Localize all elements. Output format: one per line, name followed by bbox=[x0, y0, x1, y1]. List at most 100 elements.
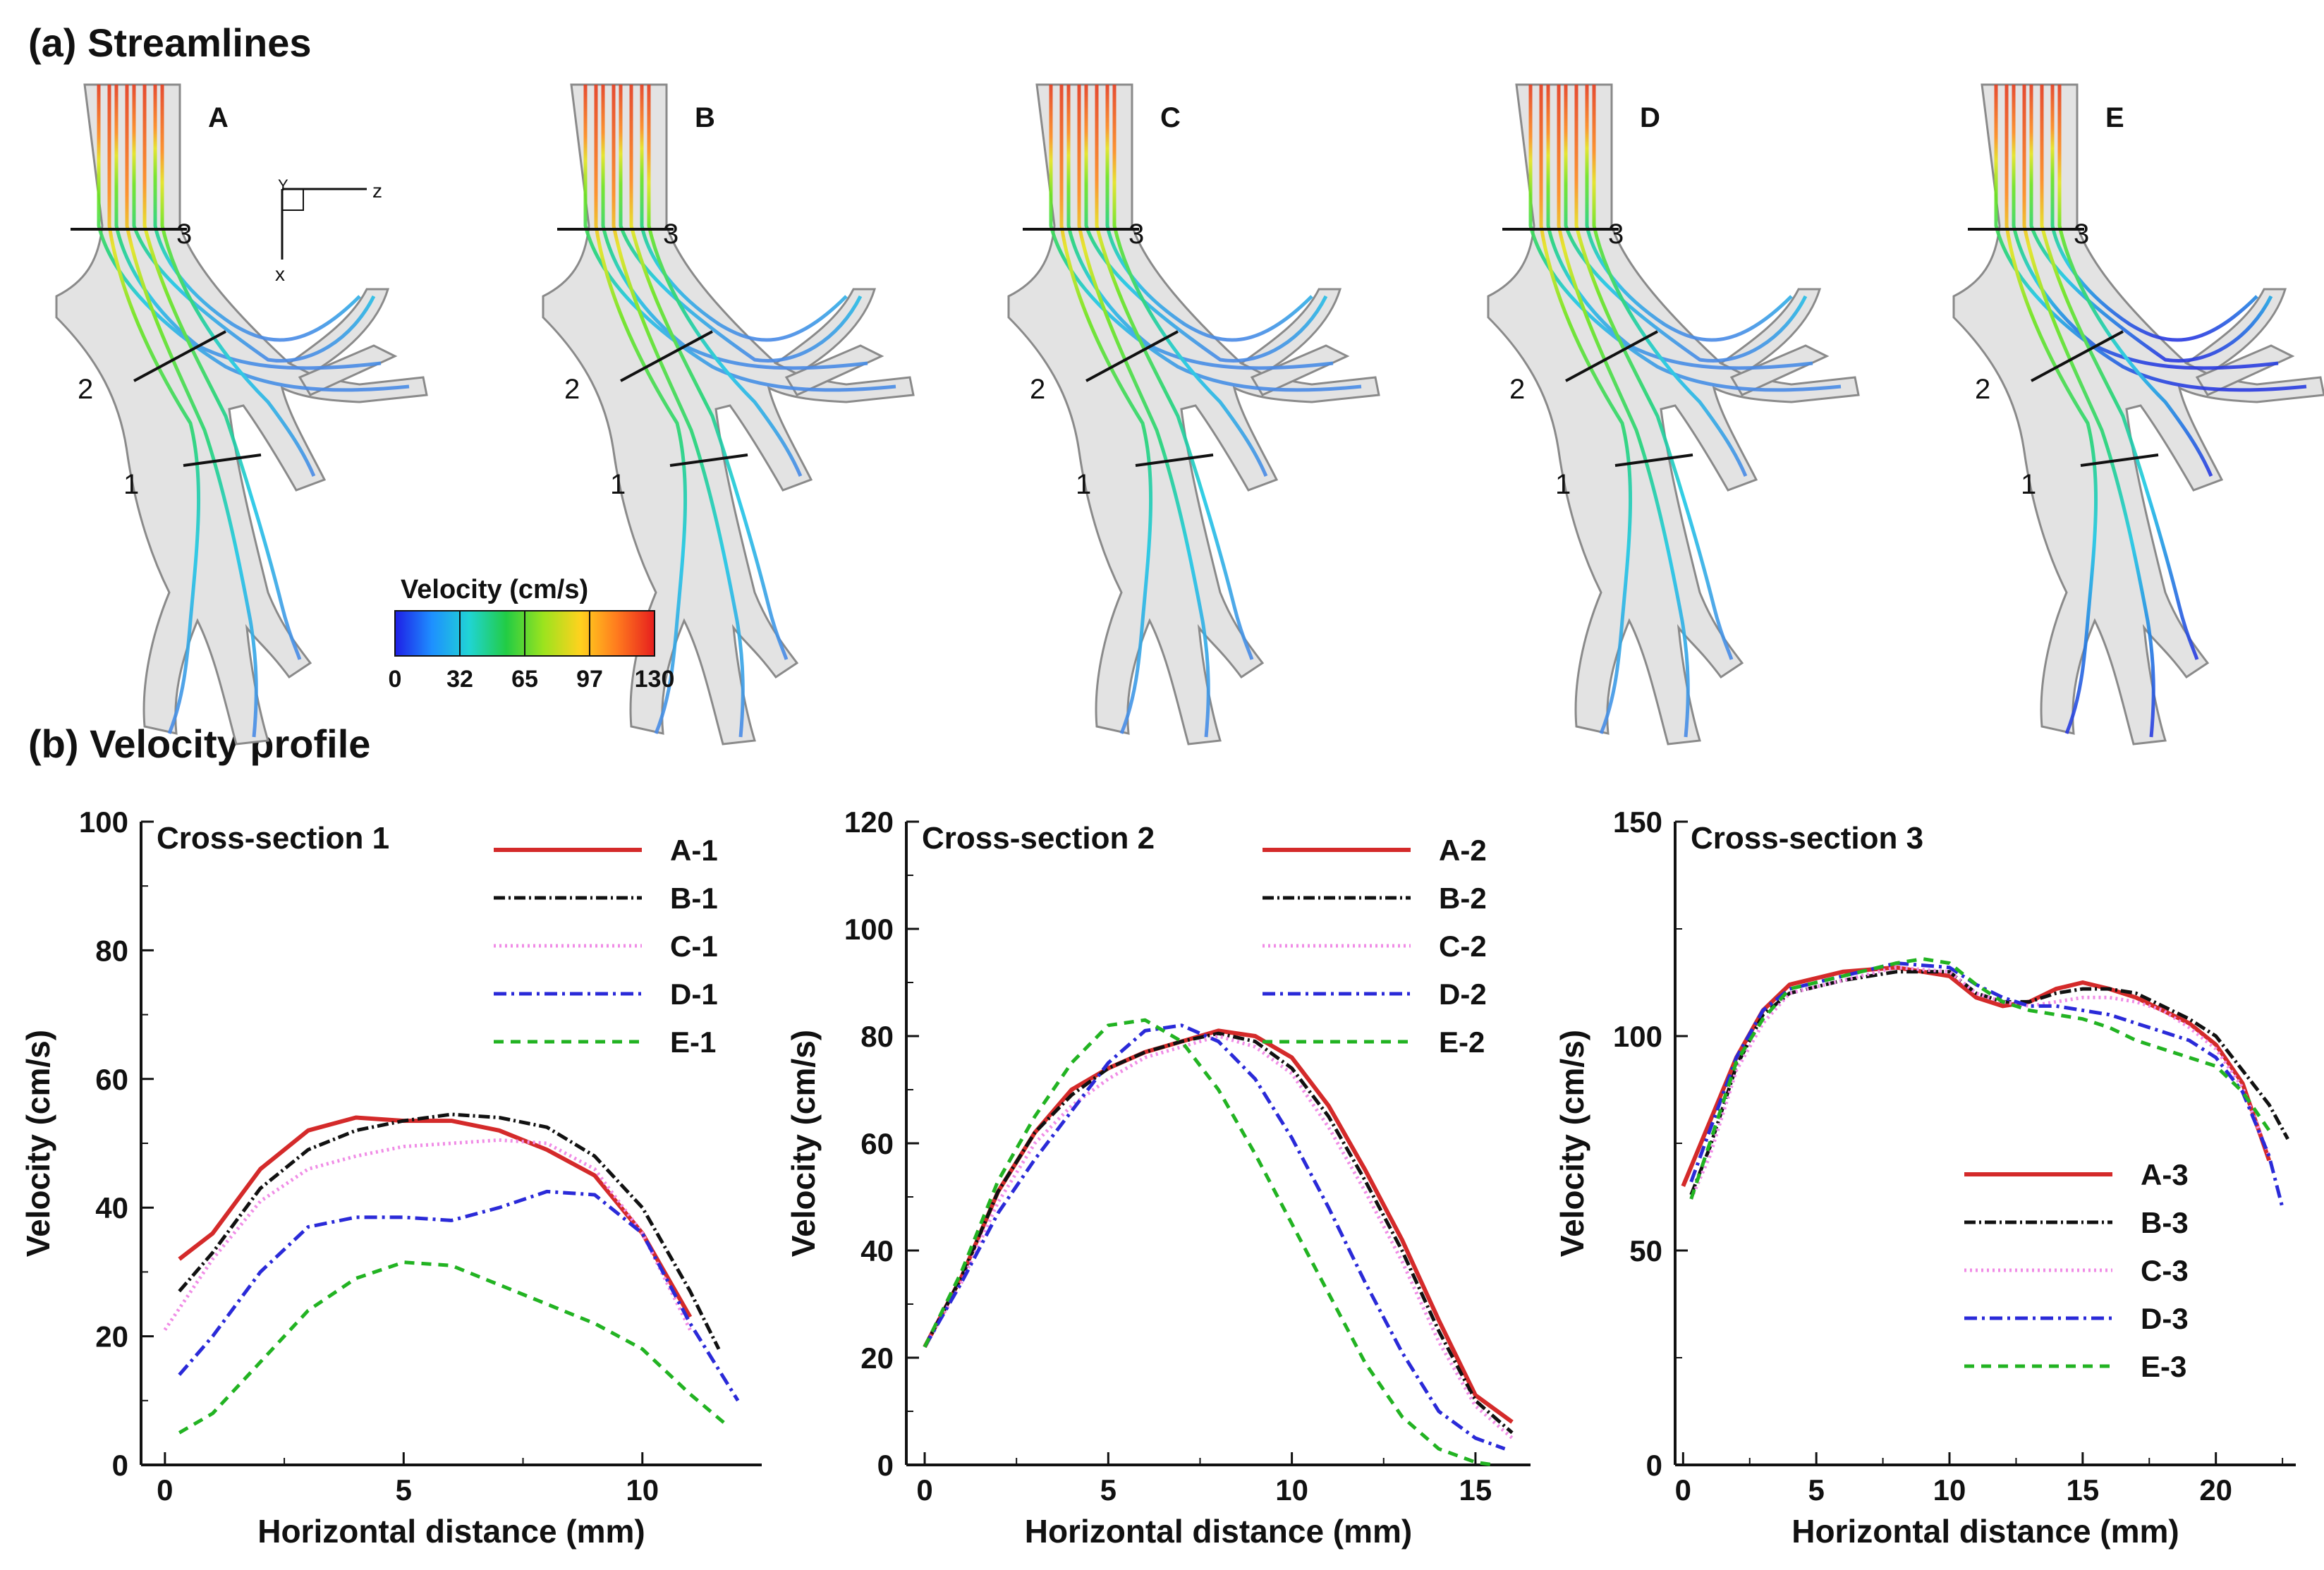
x-tick-label: 15 bbox=[2066, 1473, 2099, 1507]
airway-geometry bbox=[1007, 83, 1380, 746]
streamline-path bbox=[1084, 85, 1328, 363]
legend-label: E-1 bbox=[670, 1026, 716, 1059]
panel-a-title: (a) Streamlines bbox=[28, 20, 312, 65]
legend-label: E-3 bbox=[2141, 1350, 2186, 1383]
x-tick-label: 10 bbox=[626, 1473, 659, 1507]
cross-section-label: 3 bbox=[176, 219, 192, 250]
streamline-path bbox=[142, 85, 302, 660]
streamline-path bbox=[647, 85, 803, 477]
airway-model bbox=[1007, 83, 1380, 746]
cross-section-label: 3 bbox=[1128, 219, 1144, 250]
x-tick-label: 10 bbox=[1933, 1473, 1966, 1507]
legend-label: D-1 bbox=[670, 978, 718, 1011]
series-line-b-1 bbox=[178, 1112, 721, 1350]
legend-label: C-3 bbox=[2141, 1254, 2189, 1287]
series-line-d-1 bbox=[178, 1189, 740, 1402]
streamline-path bbox=[2022, 85, 2155, 738]
series-line-b-2 bbox=[923, 1031, 1514, 1435]
y-axis-label: Velocity (cm/s) bbox=[1554, 1030, 1590, 1257]
panel-b-title: (b) Velocity profile bbox=[28, 722, 371, 766]
streamline-path bbox=[1564, 85, 1808, 363]
streamline-path bbox=[2004, 85, 2098, 734]
x-tick-label: 0 bbox=[157, 1473, 173, 1507]
y-tick-label: 100 bbox=[844, 913, 894, 946]
series-line-a-3 bbox=[1681, 965, 2272, 1187]
streamline-path bbox=[153, 85, 361, 342]
legend-label: D-2 bbox=[1439, 978, 1487, 1011]
cross-section-label: 3 bbox=[663, 219, 679, 250]
cross-section-line bbox=[2031, 330, 2124, 382]
y-tick-label: 60 bbox=[860, 1127, 894, 1160]
streamline-path bbox=[160, 85, 316, 477]
y-tick-label: 20 bbox=[95, 1320, 128, 1353]
streamline-bundle bbox=[97, 85, 410, 738]
colorbar-title: Velocity (cm/s) bbox=[401, 575, 588, 604]
series-line-c-1 bbox=[163, 1138, 692, 1331]
chart-cross-section-2: 0 20 40 60 80 100 120 0 5 10 15 Horizontal distance… bbox=[785, 805, 1531, 1550]
series-line-c-2 bbox=[923, 1034, 1514, 1440]
legend-label: E-2 bbox=[1439, 1026, 1485, 1059]
y-axis-label: Velocity (cm/s) bbox=[20, 1030, 56, 1257]
streamline-path bbox=[1574, 85, 1734, 660]
legend-label: D-3 bbox=[2141, 1302, 2189, 1335]
chart-title: Cross-section 2 bbox=[922, 821, 1155, 856]
coordinate-axes: z Yx bbox=[275, 176, 382, 285]
legend-label: C-2 bbox=[1439, 930, 1487, 963]
colorbar-tick-label: 32 bbox=[446, 666, 473, 693]
streamline-bundle bbox=[1528, 85, 1842, 738]
x-tick-label: 5 bbox=[1100, 1473, 1117, 1507]
airway-geometry bbox=[1487, 83, 1860, 746]
streamline-path bbox=[2029, 85, 2273, 363]
cross-section-label: 2 bbox=[1509, 374, 1525, 405]
streamline-path bbox=[1539, 85, 1633, 734]
cross-section-line bbox=[1565, 330, 1658, 382]
streamline-path bbox=[2057, 85, 2213, 477]
streamline-path bbox=[132, 85, 376, 363]
series-line-e-3 bbox=[1689, 957, 2271, 1200]
x-axis-label: Horizontal distance (mm) bbox=[257, 1513, 645, 1550]
airway-model bbox=[1952, 83, 2324, 746]
legend-label: A-2 bbox=[1439, 834, 1487, 867]
legend-label: A-1 bbox=[670, 834, 718, 867]
streamline-path bbox=[2040, 85, 2199, 660]
series-line-e-2 bbox=[923, 1018, 1495, 1467]
colorbar-tick-label: 97 bbox=[576, 666, 603, 693]
x-axis-label: Horizontal distance (mm) bbox=[1791, 1513, 2179, 1550]
cross-section-line bbox=[1085, 330, 1179, 382]
y-tick-label: 20 bbox=[860, 1341, 894, 1375]
legend-label: B-1 bbox=[670, 882, 718, 915]
streamline-path bbox=[629, 85, 789, 660]
streamline-path bbox=[612, 85, 745, 738]
streamline-path bbox=[619, 85, 863, 363]
model-label: E bbox=[2105, 102, 2124, 133]
model-label: D bbox=[1640, 102, 1660, 133]
chart-title: Cross-section 3 bbox=[1691, 821, 1923, 856]
cross-section-label: 1 bbox=[1076, 469, 1091, 500]
streamline-path bbox=[1112, 85, 1268, 477]
y-tick-label: 60 bbox=[95, 1063, 128, 1096]
airway-model bbox=[1487, 83, 1860, 746]
axes-corner bbox=[282, 189, 304, 211]
streamline-path bbox=[1105, 85, 1313, 342]
cross-section-line bbox=[2080, 454, 2159, 467]
cross-section-label: 1 bbox=[2021, 469, 2036, 500]
x-tick-label: 5 bbox=[1808, 1473, 1824, 1507]
y-tick-label: 0 bbox=[112, 1449, 128, 1482]
cross-section-label: 2 bbox=[1030, 374, 1045, 405]
y-tick-label: 0 bbox=[1646, 1449, 1662, 1482]
cross-section-label: 2 bbox=[1975, 374, 1990, 405]
series-line-c-3 bbox=[1689, 966, 2271, 1200]
legend-label: B-3 bbox=[2141, 1206, 2189, 1239]
cross-section-label: 1 bbox=[1555, 469, 1571, 500]
streamline-path bbox=[107, 85, 201, 734]
y-tick-label: 150 bbox=[1613, 805, 1662, 839]
legend-label: B-2 bbox=[1439, 882, 1487, 915]
y-tick-label: 80 bbox=[95, 934, 128, 967]
cross-section-line bbox=[1614, 454, 1693, 467]
airway-model bbox=[55, 83, 428, 746]
chart-cross-section-1: 0 20 40 60 80 100 0 5 10 Horizontal distance (mm)… bbox=[20, 805, 762, 1550]
streamline-panel-b: 3 2 1 B bbox=[542, 83, 915, 746]
chart-cross-section-3: 0 50 100 150 0 5 10 15 20 Horizontal distance (mm… bbox=[1554, 805, 2296, 1550]
y-tick-label: 120 bbox=[844, 805, 894, 839]
